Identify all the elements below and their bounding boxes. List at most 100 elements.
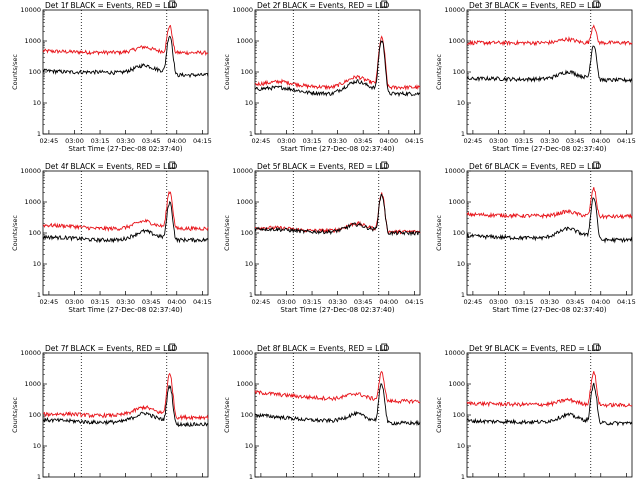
x-tick-label: 02:45 (40, 298, 59, 306)
series-line-events (42, 35, 209, 79)
y-tick-label: 10 (457, 99, 465, 107)
panel-title: Det 5f BLACK = Events, RED = LLD (257, 162, 390, 171)
x-tick-label: 04:15 (617, 298, 636, 306)
y-tick-label: 100 (29, 411, 41, 419)
x-tick-label: 04:00 (379, 137, 398, 145)
time-marker-icon (169, 0, 176, 8)
x-tick-label: 04:00 (379, 298, 398, 306)
plot-frame (254, 9, 421, 135)
series-line-lld (42, 190, 209, 233)
panel-title: Det 4f BLACK = Events, RED = LLD (45, 162, 178, 171)
x-tick-label: 03:00 (489, 298, 508, 306)
y-tick-label: 1000 (448, 198, 465, 206)
y-tick-label: 10 (33, 260, 41, 268)
series-line-events (254, 39, 421, 98)
y-axis-label: Counts/sec (223, 54, 231, 90)
series-line-events (42, 385, 209, 428)
y-tick-label: 1 (461, 130, 465, 138)
x-tick-label: 03:15 (303, 298, 322, 306)
y-tick-label: 1 (461, 291, 465, 299)
series-line-lld (466, 187, 633, 220)
panel-det-7: Det 7f BLACK = Events, RED = LLD 1 10 100 10… (11, 343, 209, 480)
panel-det-5: Det 5f BLACK = Events, RED = LLD 1 10 100 10… (223, 161, 424, 314)
y-tick-label: 10 (33, 442, 41, 450)
x-axis-label: Start Time (27-Dec-08 02:37:40) (68, 145, 182, 153)
y-tick-label: 1000 (236, 37, 253, 45)
x-axis-label: Start Time (27-Dec-08 02:37:40) (280, 306, 394, 314)
x-axis-label: Start Time (27-Dec-08 02:37:40) (68, 306, 182, 314)
x-tick-label: 02:45 (252, 137, 271, 145)
x-tick-label: 03:15 (91, 137, 110, 145)
x-axis-label: Start Time (27-Dec-08 02:37:40) (492, 145, 606, 153)
y-tick-label: 10 (245, 99, 253, 107)
series-line-lld (43, 372, 209, 421)
panel-title: Det 9f BLACK = Events, RED = LLD (469, 344, 602, 353)
y-tick-label: 100 (453, 68, 465, 76)
y-axis-label: Counts/sec (435, 397, 443, 433)
y-axis-label: Counts/sec (11, 397, 19, 433)
x-tick-label: 03:00 (489, 137, 508, 145)
time-marker-icon (593, 161, 600, 169)
y-tick-label: 10000 (20, 167, 41, 175)
y-tick-label: 1 (249, 130, 253, 138)
y-tick-label: 100 (453, 229, 465, 237)
x-tick-label: 03:30 (328, 298, 347, 306)
y-tick-label: 100 (29, 68, 41, 76)
x-tick-label: 03:45 (354, 298, 373, 306)
panel-det-3: Det 3f BLACK = Events, RED = LLD 1 10 100 10… (435, 0, 636, 153)
x-tick-label: 04:15 (193, 137, 212, 145)
panel-title: Det 6f BLACK = Events, RED = LLD (469, 162, 602, 171)
y-axis-label: Counts/sec (11, 54, 19, 90)
x-tick-label: 03:00 (277, 137, 296, 145)
x-tick-label: 04:15 (405, 298, 424, 306)
time-marker-icon (169, 161, 176, 169)
x-tick-label: 02:45 (464, 137, 483, 145)
series-line-events (254, 193, 421, 237)
time-marker-icon (593, 343, 600, 351)
series-line-events (466, 382, 633, 427)
y-tick-label: 1 (461, 473, 465, 480)
x-tick-label: 04:00 (167, 298, 186, 306)
x-tick-label: 03:45 (566, 298, 585, 306)
panel-det-8: Det 8f BLACK = Events, RED = LLD 1 10 100 10… (223, 343, 421, 480)
y-tick-label: 10 (245, 260, 253, 268)
plot-frame (254, 352, 421, 478)
series-line-lld (254, 192, 421, 235)
plot-frame (466, 170, 633, 296)
panel-det-2: Det 2f BLACK = Events, RED = LLD 1 10 100 10… (223, 0, 424, 153)
y-tick-label: 1 (37, 130, 41, 138)
y-tick-label: 1000 (448, 37, 465, 45)
x-tick-label: 03:45 (142, 137, 161, 145)
y-axis-label: Counts/sec (223, 215, 231, 251)
y-tick-label: 10 (457, 260, 465, 268)
x-axis-label: Start Time (27-Dec-08 02:37:40) (280, 145, 394, 153)
panel-title: Det 7f BLACK = Events, RED = LLD (45, 344, 178, 353)
series-line-lld (466, 371, 633, 409)
y-tick-label: 10 (457, 442, 465, 450)
y-tick-label: 10000 (444, 349, 465, 357)
y-tick-label: 100 (241, 229, 253, 237)
x-tick-label: 03:15 (515, 298, 534, 306)
y-tick-label: 10000 (20, 349, 41, 357)
x-tick-label: 04:00 (167, 137, 186, 145)
panel-det-9: Det 9f BLACK = Events, RED = LLD 1 10 100 10… (435, 343, 633, 480)
x-tick-label: 04:00 (591, 137, 610, 145)
y-tick-label: 10000 (20, 6, 41, 14)
y-tick-label: 1000 (236, 380, 253, 388)
x-tick-label: 04:15 (193, 298, 212, 306)
time-marker-icon (381, 343, 388, 351)
y-tick-label: 1000 (24, 198, 41, 206)
x-tick-label: 04:00 (591, 298, 610, 306)
x-tick-label: 03:00 (277, 298, 296, 306)
plot-frame (42, 170, 209, 296)
series-line-events (466, 197, 633, 244)
y-tick-label: 100 (241, 411, 253, 419)
x-tick-label: 03:15 (91, 298, 110, 306)
x-axis-label: Start Time (27-Dec-08 02:37:40) (492, 306, 606, 314)
y-tick-label: 10000 (444, 167, 465, 175)
panel-title: Det 3f BLACK = Events, RED = LLD (469, 1, 602, 10)
series-line-lld (466, 24, 633, 47)
plot-frame (466, 9, 633, 135)
series-line-lld (254, 370, 421, 405)
